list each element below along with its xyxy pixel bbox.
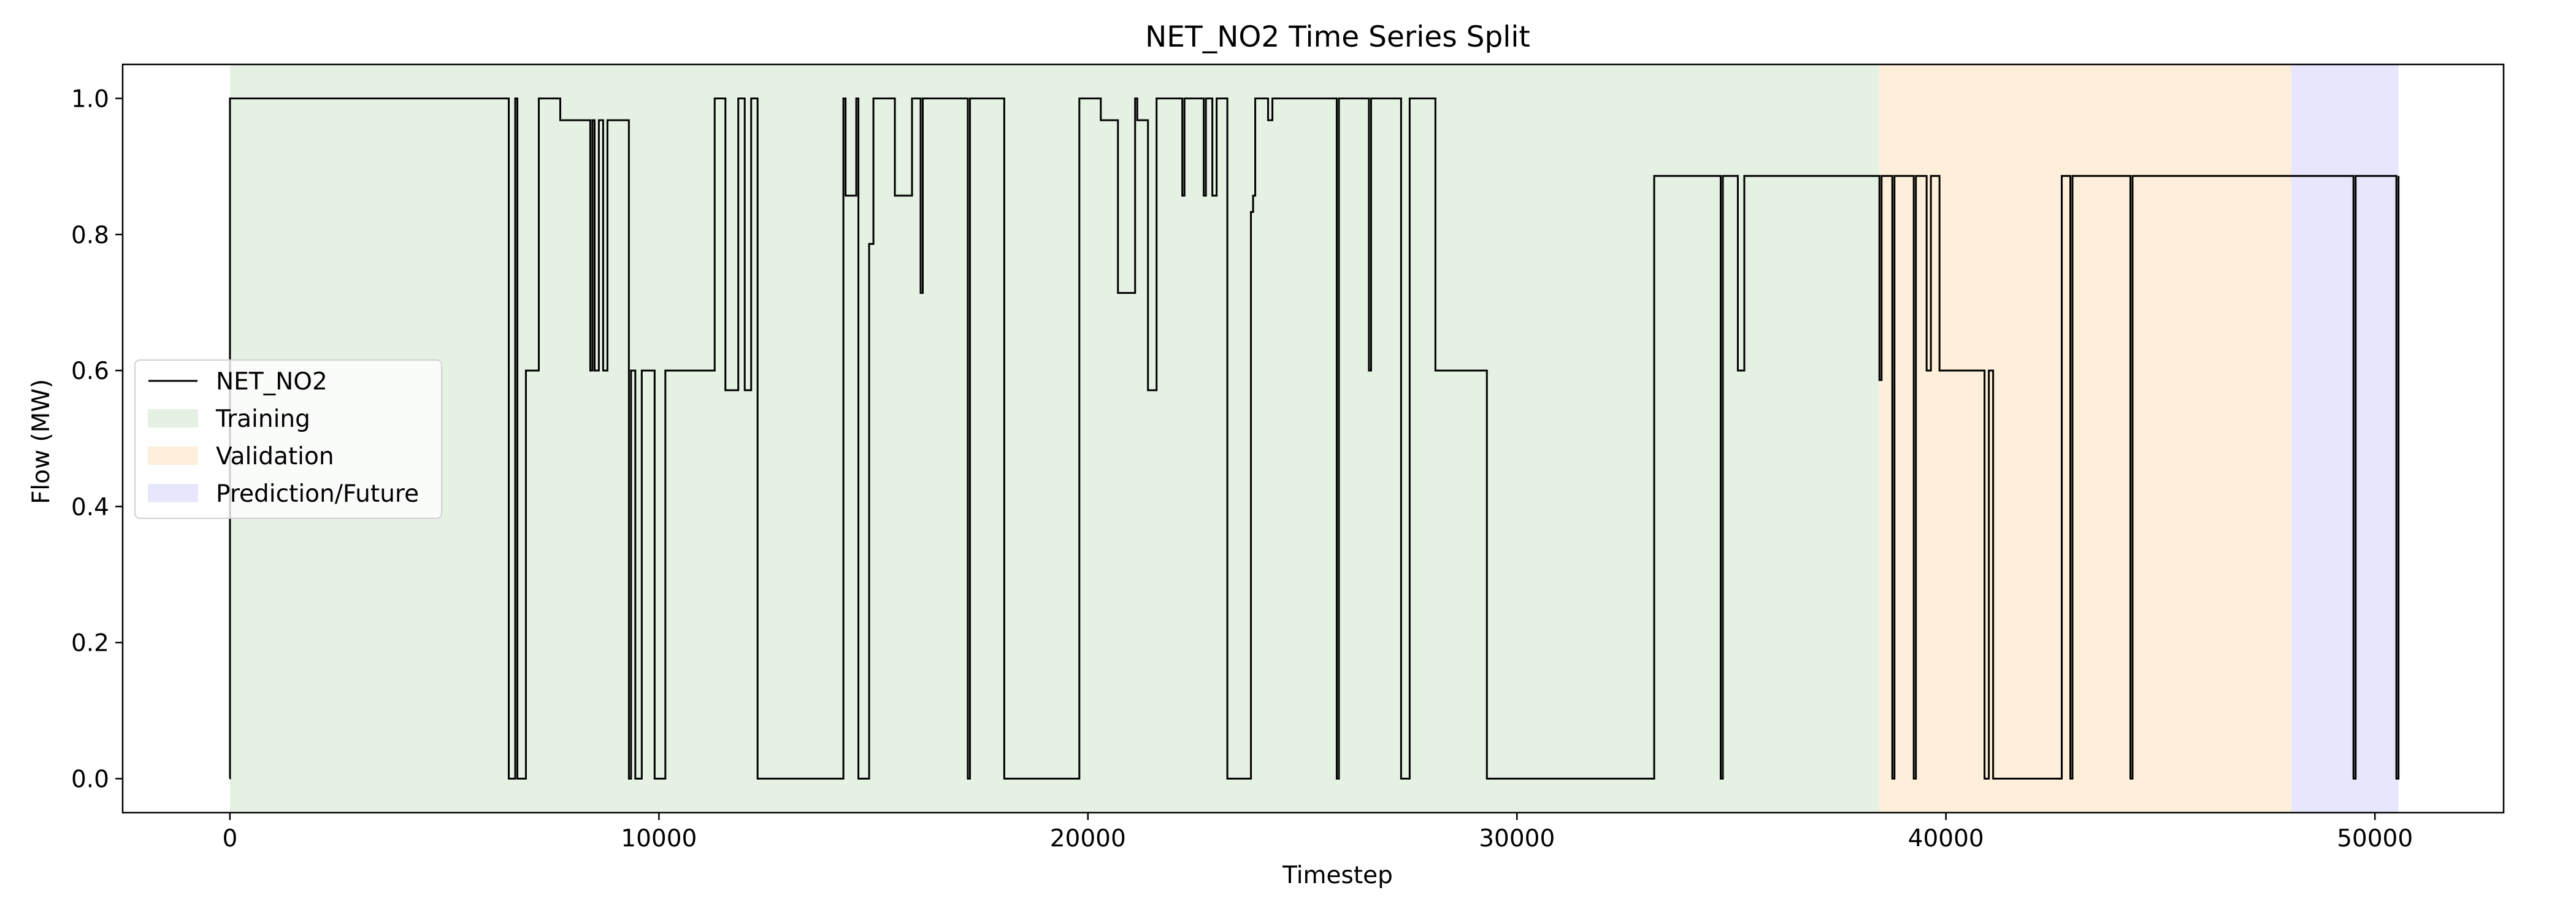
y-tick-label: 0.6: [71, 358, 109, 385]
legend-label-training: Training: [215, 405, 310, 433]
y-tick-label: 0.4: [71, 494, 109, 521]
legend-swatch-validation: [148, 447, 198, 465]
x-tick-label: 0: [222, 825, 237, 853]
y-tick-label: 1.0: [71, 85, 109, 113]
legend-swatch-training: [148, 409, 198, 427]
legend-label-validation: Validation: [216, 443, 334, 470]
legend-swatch-prediction-future: [148, 484, 198, 502]
y-axis: 0.0 0.2 0.4 0.6 0.8 1.0: [71, 85, 123, 794]
x-tick-label: 30000: [1479, 825, 1555, 853]
plot-area: [121, 63, 2505, 814]
region-validation: [1879, 64, 2291, 813]
region-training: [229, 64, 1880, 813]
plot-frame: [121, 63, 2505, 814]
x-tick-label: 20000: [1050, 825, 1126, 853]
x-tick-label: 10000: [621, 825, 697, 853]
y-tick-label: 0.0: [71, 766, 109, 794]
legend-label-net-no2: NET_NO2: [216, 368, 328, 396]
x-axis-label: Timestep: [1282, 862, 1393, 889]
y-tick-label: 0.2: [71, 630, 109, 657]
legend: NET_NO2 Training Validation Prediction/Futu…: [134, 359, 442, 519]
region-prediction-future: [2291, 64, 2399, 813]
x-tick-label: 40000: [1908, 825, 1984, 853]
chart-title: NET_NO2 Time Series Split: [1145, 20, 1530, 54]
x-axis: 0 10000 20000 30000 40000 50000: [222, 813, 2413, 853]
series-line-net-no2: [229, 97, 2400, 780]
x-tick-label: 50000: [2337, 825, 2413, 853]
legend-label-prediction-future: Prediction/Future: [216, 480, 419, 508]
legend-box: [134, 359, 442, 519]
y-tick-label: 0.8: [71, 221, 109, 249]
y-axis-label: Flow (MW): [28, 379, 55, 504]
